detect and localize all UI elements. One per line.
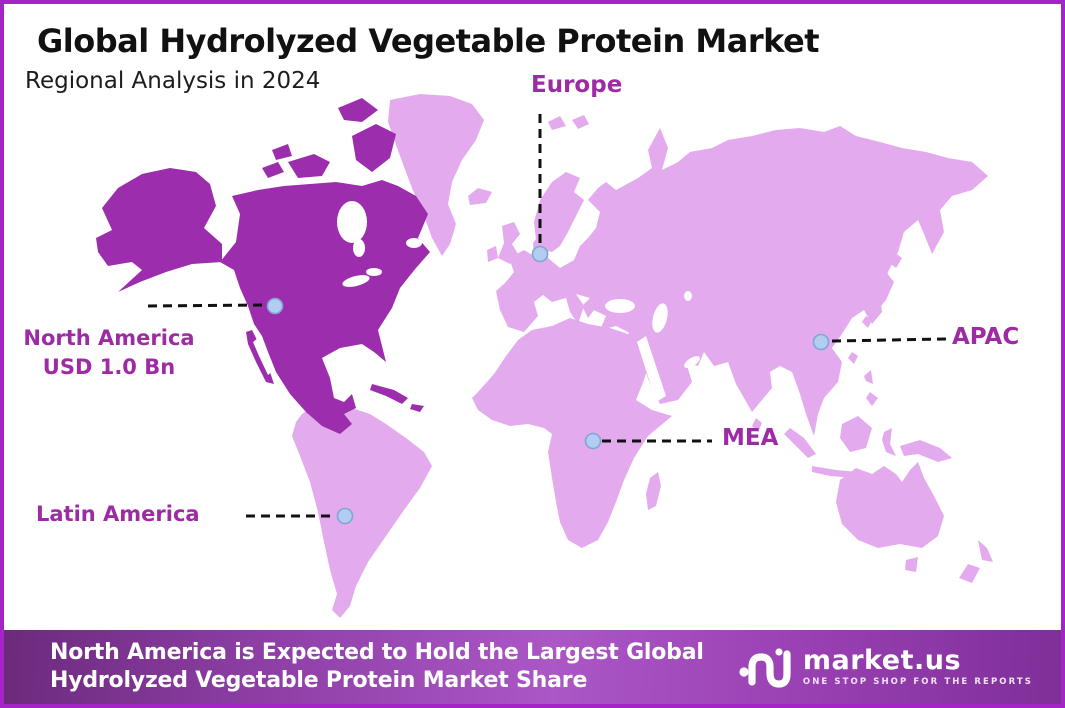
region-australia (836, 462, 944, 548)
region-label-latin-america: Latin America (36, 502, 200, 526)
islands-japan (862, 228, 902, 328)
islands-southeast-asia (784, 370, 896, 478)
page-subtitle: Regional Analysis in 2024 (25, 68, 321, 94)
marker-apac (812, 333, 830, 351)
region-label-north-america: North America USD 1.0 Bn (6, 324, 212, 382)
region-label-europe: Europe (531, 72, 623, 98)
region-scandinavia (534, 172, 584, 252)
islands-canadian-arctic (262, 98, 396, 178)
islands-caribbean (370, 384, 424, 412)
marker-mea (584, 432, 602, 450)
region-label-north-america-value: USD 1.0 Bn (42, 355, 176, 379)
region-greenland (388, 94, 484, 256)
region-united-kingdom (498, 222, 520, 264)
logo-tagline: ONE STOP SHOP FOR THE REPORTS (802, 677, 1033, 687)
region-ireland (487, 246, 498, 262)
footer-headline-line2: Hydrolyzed Vegetable Protein Market Shar… (50, 668, 588, 693)
region-label-apac: APAC (952, 324, 1020, 350)
region-tasmania (905, 557, 918, 572)
region-africa (472, 318, 672, 548)
region-label-north-america-name: North America (23, 326, 195, 350)
market-us-logo-icon (739, 648, 791, 688)
footer-headline: North America is Expected to Hold the La… (4, 639, 704, 695)
water-overlays (253, 201, 700, 402)
leader-line-north-america (147, 303, 264, 308)
leader-line-apac (831, 337, 947, 343)
region-eurasia (496, 126, 988, 436)
marker-latin-america (336, 507, 354, 525)
region-new-guinea (900, 440, 952, 462)
footer-headline-line1: North America is Expected to Hold the La… (50, 640, 704, 665)
page-title: Global Hydrolyzed Vegetable Protein Mark… (37, 22, 820, 60)
brand-logo: market.us ONE STOP SHOP FOR THE REPORTS (739, 644, 1033, 690)
islands-svalbard (548, 115, 589, 130)
region-north-america-mainland (220, 180, 430, 434)
region-iceland (468, 188, 492, 205)
region-new-zealand (959, 540, 993, 583)
region-label-mea: MEA (722, 425, 779, 451)
marker-north-america (266, 297, 284, 315)
footer-banner: North America is Expected to Hold the La… (4, 630, 1061, 704)
region-south-america (292, 400, 432, 618)
region-madagascar (646, 472, 661, 510)
islands-misc (752, 352, 858, 432)
logo-text: market.us (802, 645, 962, 676)
region-alaska (96, 168, 222, 292)
marker-europe (531, 245, 549, 263)
logo-text-column: market.us ONE STOP SHOP FOR THE REPORTS (803, 647, 1033, 687)
